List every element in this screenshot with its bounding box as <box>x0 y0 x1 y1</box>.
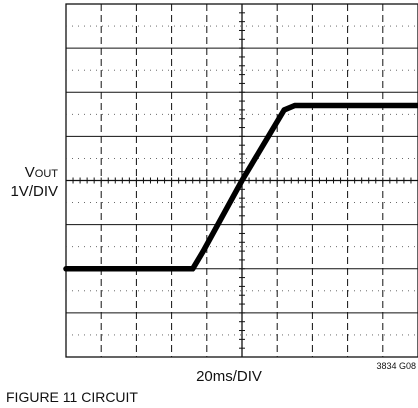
trace-group <box>63 102 418 272</box>
trace-point <box>63 266 69 272</box>
trace-point <box>239 177 245 184</box>
figure-caption: FIGURE 11 CIRCUIT <box>6 389 138 405</box>
trace-point <box>200 248 206 254</box>
figure-code: 3834 G08 <box>376 361 416 371</box>
trace-point <box>190 266 196 272</box>
y-axis-label-main: V <box>24 164 35 181</box>
trace-point <box>292 102 298 109</box>
trace-point <box>281 107 287 113</box>
trace-point <box>415 102 418 109</box>
x-axis-label: 20ms/DIV <box>196 368 262 385</box>
y-axis-label-sub: OUT <box>34 168 58 180</box>
y-axis-label: VOUT 1V/DIV <box>6 164 58 200</box>
y-axis-scale: 1V/DIV <box>10 183 58 200</box>
